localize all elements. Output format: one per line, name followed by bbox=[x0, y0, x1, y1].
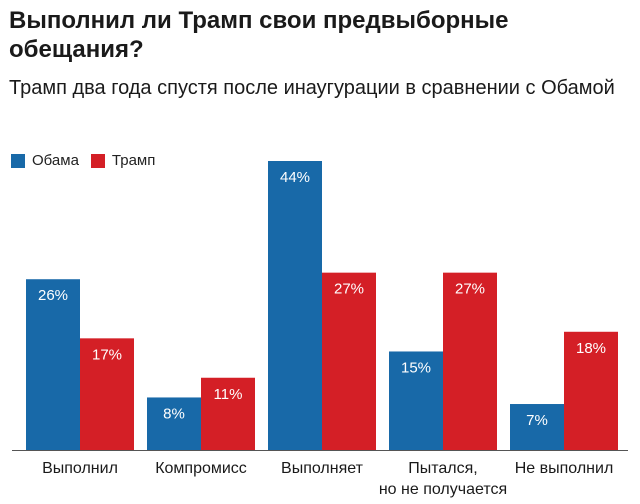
bar-obama-3 bbox=[389, 351, 443, 450]
bar-value-label-trump-2: 27% bbox=[334, 281, 364, 298]
category-label-3-line-1: но не получается bbox=[379, 481, 507, 498]
legend-item-trump: Трамп bbox=[90, 152, 156, 169]
legend-item-obama: Обама bbox=[11, 152, 79, 169]
legend-label-trump: Трамп bbox=[111, 152, 156, 169]
chart-subtitle: Трамп два года спустя после инаугурации … bbox=[9, 77, 615, 99]
bar-value-label-obama-4: 7% bbox=[526, 412, 548, 429]
bar-value-label-trump-4: 18% bbox=[576, 340, 606, 357]
category-label-1: Компромисс bbox=[155, 460, 247, 477]
legend: Обама Трамп bbox=[11, 152, 167, 169]
bar-value-label-trump-1: 11% bbox=[214, 386, 243, 403]
category-label-0: Выполнил bbox=[42, 460, 118, 477]
bar-trump-4 bbox=[564, 331, 618, 450]
bar-obama-1 bbox=[147, 397, 201, 450]
bar-value-label-obama-2: 44% bbox=[280, 169, 310, 186]
category-label-3: Пытался, bbox=[408, 460, 478, 477]
bar-obama-4 bbox=[510, 404, 564, 450]
bar-trump-2 bbox=[322, 272, 376, 450]
legend-label-obama: Обама bbox=[32, 152, 79, 169]
bar-obama-2 bbox=[268, 161, 322, 450]
bar-value-label-obama-1: 8% bbox=[163, 405, 185, 422]
category-label-4: Не выполнил bbox=[515, 460, 614, 477]
legend-swatch-trump bbox=[90, 153, 105, 168]
category-label-2: Выполняет bbox=[281, 460, 364, 477]
bar-value-label-trump-0: 17% bbox=[92, 346, 122, 363]
legend-swatch-obama bbox=[11, 153, 25, 168]
bar-trump-0 bbox=[80, 338, 134, 450]
bar-value-label-trump-3: 27% bbox=[455, 281, 485, 298]
bar-trump-3 bbox=[443, 272, 497, 450]
bar-obama-0 bbox=[26, 279, 80, 450]
bar-trump-1 bbox=[201, 377, 255, 450]
bar-value-label-obama-3: 15% bbox=[401, 359, 431, 376]
chart-title: Выполнил ли Трамп свои предвыборные обещ… bbox=[9, 7, 509, 63]
bar-value-label-obama-0: 26% bbox=[38, 287, 68, 304]
